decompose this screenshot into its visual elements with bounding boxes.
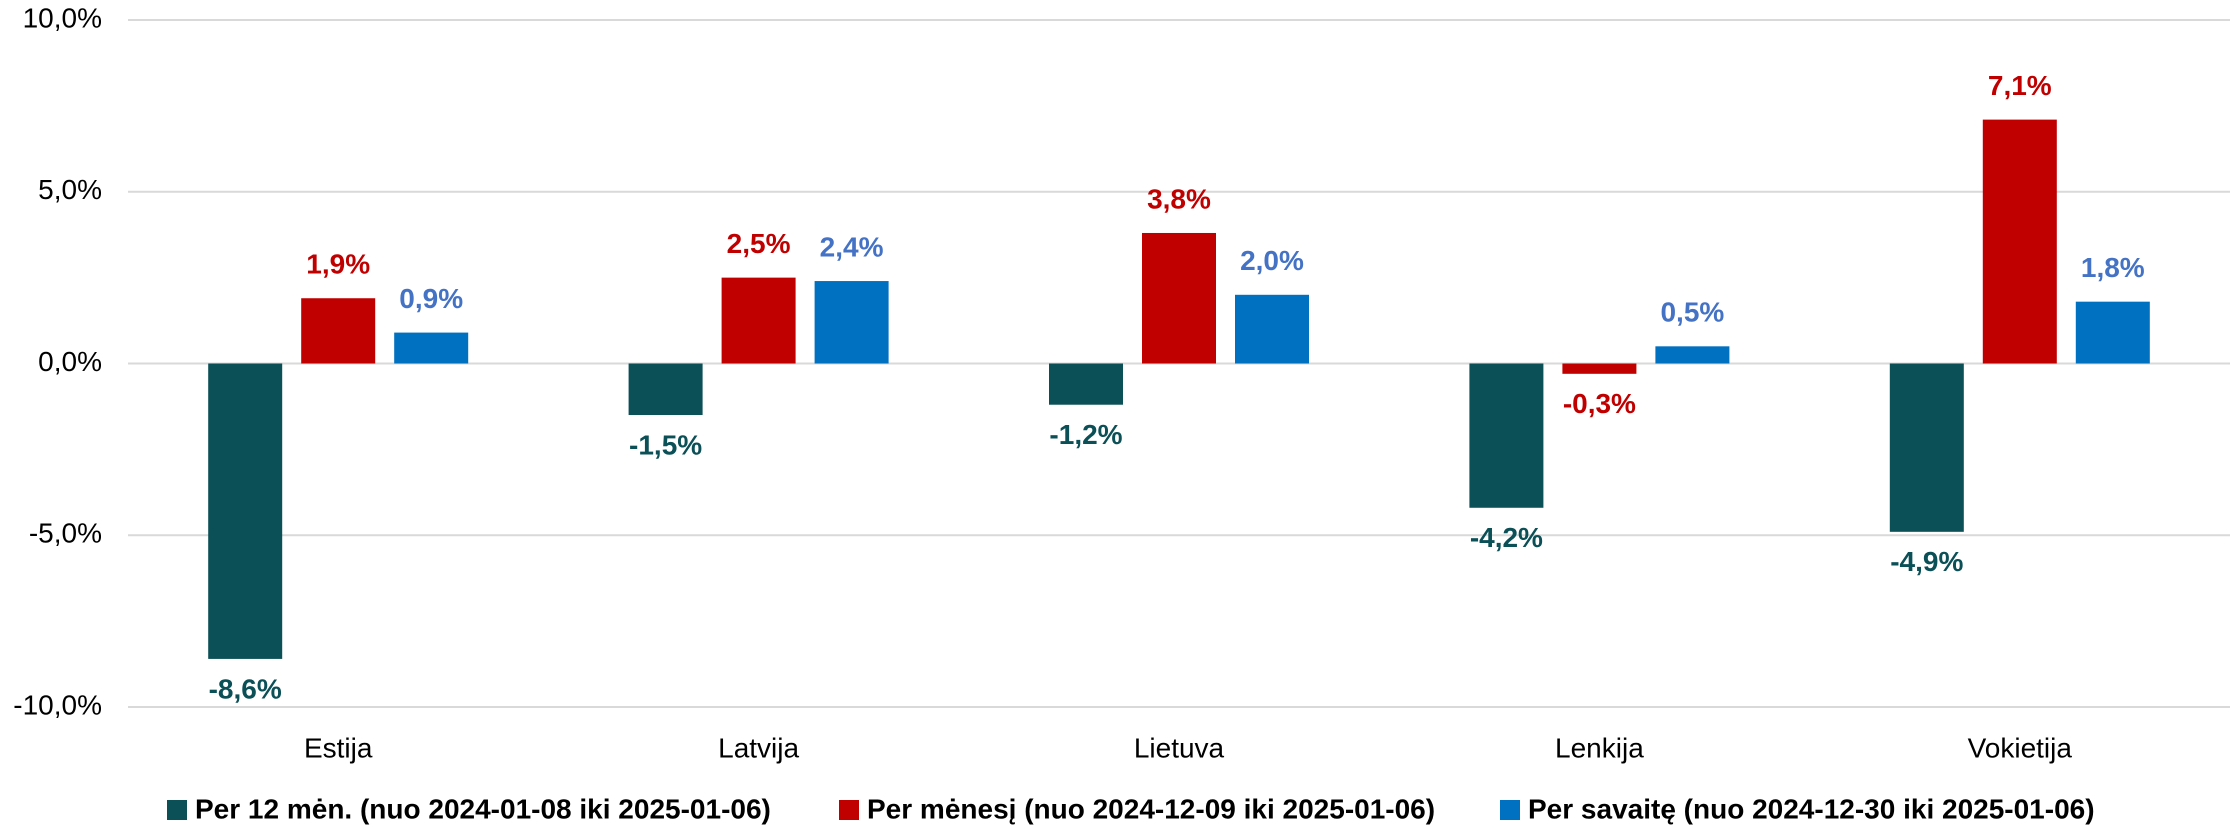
y-tick-label: 0,0% — [38, 346, 102, 377]
bar — [814, 281, 889, 364]
data-label: 1,8% — [2081, 252, 2145, 283]
y-tick-label: 5,0% — [38, 174, 102, 205]
legend-swatch — [167, 800, 187, 820]
bar — [628, 363, 703, 416]
data-label: 2,0% — [1240, 245, 1304, 276]
bar — [1235, 294, 1309, 364]
legend-swatch — [1500, 800, 1520, 820]
data-label: -4,2% — [1470, 522, 1543, 553]
y-tick-label: 10,0% — [23, 2, 102, 33]
bar — [721, 277, 796, 364]
bar — [1562, 363, 1637, 374]
legend-label: Per savaitę (nuo 2024-12-30 iki 2025-01-… — [1528, 793, 2095, 824]
data-label: -8,6% — [209, 673, 282, 704]
data-label: 1,9% — [306, 249, 370, 280]
bar — [1142, 232, 1216, 364]
bar — [1889, 363, 1964, 532]
y-tick-label: -5,0% — [29, 518, 102, 549]
bar — [1655, 346, 1730, 364]
bar — [1982, 119, 2057, 364]
legend-label: Per mėnesį (nuo 2024-12-09 iki 2025-01-0… — [867, 793, 1435, 824]
y-tick-label: -10,0% — [13, 689, 102, 720]
x-tick-label: Estija — [304, 732, 373, 763]
data-label: -4,9% — [1890, 546, 1963, 577]
x-tick-label: Vokietija — [1968, 732, 2073, 763]
bar — [394, 332, 469, 364]
data-label: 2,4% — [820, 231, 884, 262]
x-tick-label: Lenkija — [1555, 732, 1644, 763]
bar — [2075, 301, 2150, 364]
x-tick-label: Latvija — [718, 732, 799, 763]
data-label: 7,1% — [1988, 70, 2052, 101]
bar — [1049, 363, 1123, 405]
data-label: 0,5% — [1660, 297, 1724, 328]
data-label: -1,5% — [629, 429, 702, 460]
legend-label: Per 12 mėn. (nuo 2024-01-08 iki 2025-01-… — [195, 793, 771, 824]
x-tick-label: Lietuva — [1134, 732, 1225, 763]
data-label: -1,2% — [1049, 419, 1122, 450]
data-label: 3,8% — [1147, 183, 1211, 214]
bar — [301, 298, 376, 364]
data-label: 0,9% — [399, 283, 463, 314]
data-label: 2,5% — [727, 228, 791, 259]
bar — [1469, 363, 1544, 508]
data-label: -0,3% — [1563, 388, 1636, 419]
legend-swatch — [839, 800, 859, 820]
bar — [208, 363, 283, 659]
